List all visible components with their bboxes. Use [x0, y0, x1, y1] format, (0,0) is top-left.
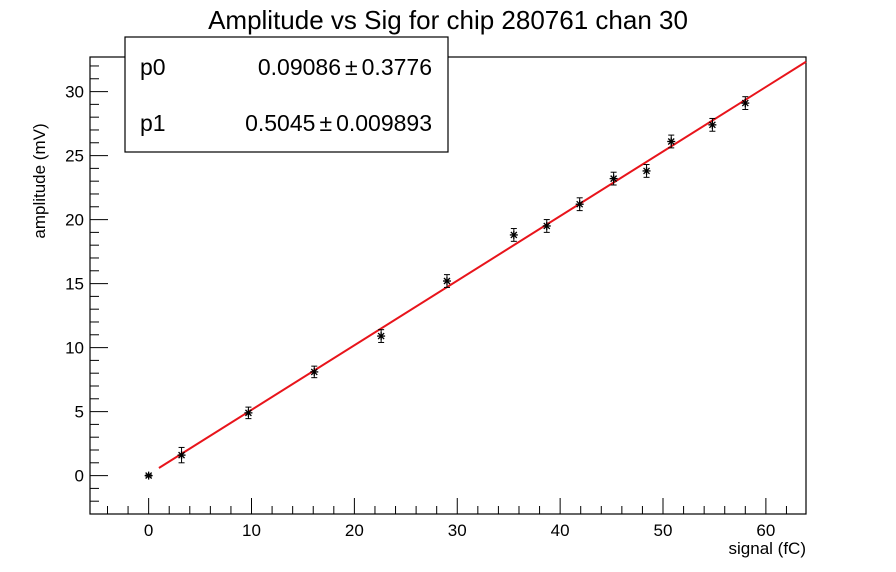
fit-line-group [158, 60, 807, 469]
x-tick-label: 20 [345, 521, 364, 540]
stats-p1-value: 0.5045 ±0.009893 [245, 110, 432, 136]
data-point [177, 446, 186, 464]
data-points [144, 96, 750, 480]
point-marker [310, 368, 318, 376]
y-tick-label: 30 [65, 83, 84, 102]
stats-p0-value: 0.09086 ±0.3776 [258, 54, 432, 80]
data-point [667, 134, 676, 149]
stats-p1-name: p1 [140, 110, 166, 136]
data-point [377, 329, 386, 343]
data-point [741, 96, 750, 110]
y-tick-label: 5 [75, 403, 84, 422]
y-tick-label: 20 [65, 211, 84, 230]
data-point [244, 406, 253, 420]
x-tick-label: 10 [242, 521, 261, 540]
stats-p1-error: 0.009893 [336, 110, 432, 136]
data-point [642, 164, 651, 178]
data-point [509, 228, 518, 242]
axis-tick-labels: 0 10 20 30 40 50 60 0 5 10 15 20 25 30 [65, 83, 775, 540]
x-axis-label: signal (fC) [729, 539, 806, 558]
data-point [442, 274, 451, 288]
point-marker [510, 231, 518, 239]
y-tick-label: 25 [65, 147, 84, 166]
point-marker [643, 167, 651, 175]
stats-box-frame [124, 36, 449, 153]
x-tick-label: 50 [654, 521, 673, 540]
y-tick-label: 0 [75, 467, 84, 486]
stats-p0-estimate: 0.09086 [258, 54, 341, 80]
stats-box: p0 0.09086 ±0.3776 p1 0.5045 ±0.009893 [124, 36, 449, 153]
axis-ticks [90, 65, 787, 515]
data-point [575, 197, 584, 212]
data-point [708, 117, 717, 132]
point-marker [443, 277, 451, 285]
stats-p1-estimate: 0.5045 [245, 110, 315, 136]
data-point [542, 219, 551, 233]
point-marker [244, 409, 252, 417]
point-marker [667, 138, 675, 145]
point-marker [708, 121, 716, 129]
x-tick-label: 60 [756, 521, 775, 540]
data-point [609, 171, 618, 186]
stats-p0-pm: ± [345, 54, 358, 80]
point-marker [377, 332, 385, 340]
data-point [310, 365, 319, 379]
x-tick-label: 30 [448, 521, 467, 540]
point-marker [543, 222, 551, 230]
point-marker [178, 451, 186, 459]
point-marker [145, 472, 153, 480]
stats-p0-name: p0 [140, 54, 166, 80]
data-point [144, 471, 153, 480]
point-marker [741, 99, 749, 107]
chart-title: Amplitude vs Sig for chip 280761 chan 30 [208, 5, 688, 35]
x-tick-label: 0 [144, 521, 153, 540]
fit-line [158, 60, 807, 469]
y-tick-label: 10 [65, 339, 84, 358]
y-axis-label: amplitude (mV) [30, 123, 49, 238]
x-tick-label: 40 [551, 521, 570, 540]
point-marker [610, 175, 618, 183]
stats-p1-pm: ± [319, 110, 332, 136]
stats-p0-error: 0.3776 [362, 54, 432, 80]
point-marker [576, 200, 584, 208]
y-tick-label: 15 [65, 275, 84, 294]
